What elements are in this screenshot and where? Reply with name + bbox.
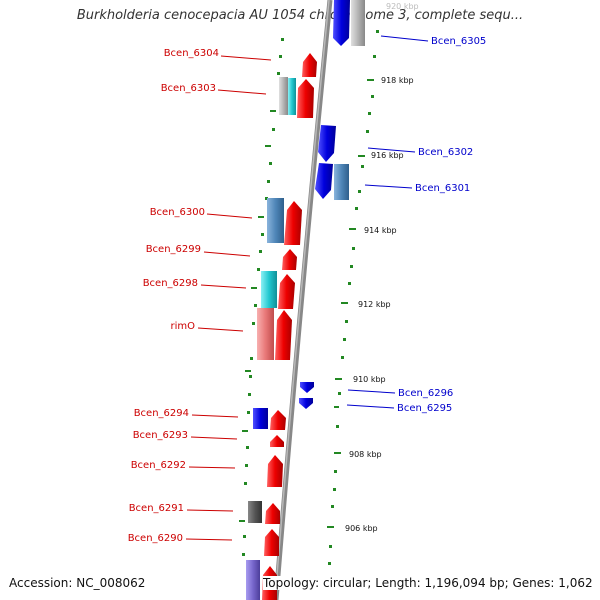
label-bcen-6303[interactable]: Bcen_6303	[161, 83, 216, 94]
gene-bcen-6304-arrow[interactable]	[302, 53, 317, 77]
gene-rimo-arrow[interactable]	[275, 310, 292, 360]
gene-bcen-6300-steel[interactable]	[267, 198, 284, 243]
gene-bcen-6301-adjacent-steel[interactable]	[334, 164, 349, 200]
forward-leader-lines	[185, 55, 272, 541]
gene-bcen-6302-arrow[interactable]	[318, 125, 336, 162]
label-bcen-6294[interactable]: Bcen_6294	[134, 408, 189, 419]
label-bcen-6296[interactable]: Bcen_6296	[398, 388, 453, 399]
accession-text: Accession: NC_008062	[9, 576, 146, 590]
map-title: Burkholderia cenocepacia AU 1054 chromos…	[76, 8, 524, 23]
label-rimo[interactable]: rimO	[170, 321, 195, 332]
gene-bcen-6294-arrow[interactable]	[270, 410, 286, 430]
tick-label-912: 912 kbp	[358, 300, 391, 309]
gene-bcen-6305-arrow[interactable]	[333, 0, 350, 46]
label-bcen-6295[interactable]: Bcen_6295	[397, 403, 452, 414]
gene-bcen-6303-arrow[interactable]	[297, 79, 314, 118]
label-bcen-6292[interactable]: Bcen_6292	[131, 460, 186, 471]
label-bcen-6291[interactable]: Bcen_6291	[129, 503, 184, 514]
chromosome-backbone-highlight	[274, 0, 330, 600]
reverse-leader-lines	[346, 35, 429, 409]
gene-bcen-6296-arrow[interactable]	[300, 382, 314, 393]
gene-bcen-6290-arrow[interactable]	[264, 529, 279, 556]
label-bcen-6293[interactable]: Bcen_6293	[133, 430, 188, 441]
gene-bcen-6291-arrow[interactable]	[265, 503, 280, 524]
forward-gene-labels: Bcen_6304 Bcen_6303 Bcen_6300 Bcen_6299 …	[128, 48, 219, 544]
gene-bcen-6291-dark[interactable]	[248, 501, 262, 523]
gene-bcen-6295-arrow[interactable]	[299, 398, 313, 409]
reverse-gene-labels: Bcen_6305 Bcen_6302 Bcen_6301 Bcen_6296 …	[397, 36, 486, 414]
gene-bcen-6292-arrow[interactable]	[267, 455, 283, 487]
gene-bcen-6298-arrow[interactable]	[278, 274, 295, 309]
topology-text: Topology: circular; Length: 1,196,094 bp…	[263, 576, 593, 590]
chromosome-backbone	[273, 0, 333, 600]
label-bcen-6301[interactable]: Bcen_6301	[415, 183, 470, 194]
tick-label-908: 908 kbp	[349, 450, 382, 459]
inner-dotted-guide	[242, 38, 284, 556]
label-bcen-6298[interactable]: Bcen_6298	[143, 278, 198, 289]
gene-rimo-pink[interactable]	[257, 308, 274, 360]
outer-tick-marks	[327, 79, 374, 528]
gene-bcen-6303-gray[interactable]	[279, 77, 288, 115]
gene-bcen-6305-adjacent-gray[interactable]	[351, 0, 365, 46]
label-bcen-6305[interactable]: Bcen_6305	[431, 36, 486, 47]
tick-label-906: 906 kbp	[345, 524, 378, 533]
gene-bcen-6294-blue[interactable]	[253, 408, 268, 429]
tick-label-914: 914 kbp	[364, 226, 397, 235]
label-bcen-6290[interactable]: Bcen_6290	[128, 533, 183, 544]
gene-bcen-6293-arrow[interactable]	[270, 435, 284, 447]
gene-bcen-6299-arrow[interactable]	[282, 249, 297, 270]
gene-bcen-6301-arrow[interactable]	[315, 163, 333, 199]
reverse-strand-features	[299, 0, 365, 409]
inner-tick-marks	[239, 110, 276, 522]
label-bcen-6304[interactable]: Bcen_6304	[164, 48, 219, 59]
gene-bcen-6300-arrow[interactable]	[284, 201, 302, 245]
label-bcen-6302[interactable]: Bcen_6302	[418, 147, 473, 158]
outer-dotted-guide	[328, 30, 379, 565]
gene-purple-feature[interactable]	[246, 560, 260, 600]
tick-label-916: 916 kbp	[371, 151, 404, 160]
tick-label-918: 918 kbp	[381, 76, 414, 85]
gene-bcen-6298-cyan[interactable]	[261, 271, 277, 308]
tick-label-910: 910 kbp	[353, 375, 386, 384]
tick-label-920-fragment: 920 kbp	[386, 2, 419, 11]
forward-strand-features	[246, 53, 317, 600]
gene-bcen-6303-cyan[interactable]	[288, 78, 296, 115]
label-bcen-6299[interactable]: Bcen_6299	[146, 244, 201, 255]
label-bcen-6300[interactable]: Bcen_6300	[150, 207, 205, 218]
